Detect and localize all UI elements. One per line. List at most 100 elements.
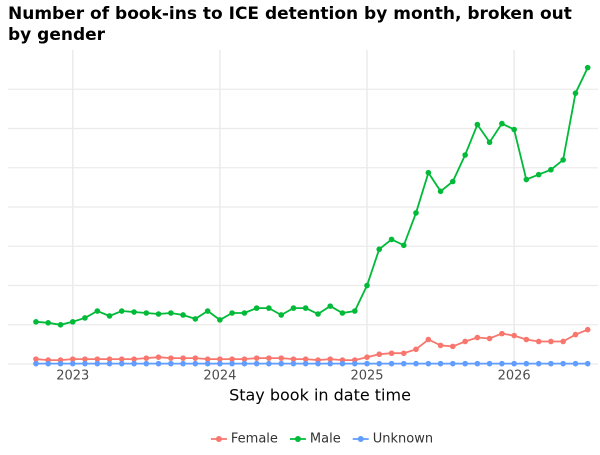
data-point	[400, 360, 407, 367]
data-point	[351, 360, 358, 367]
data-point	[584, 360, 591, 367]
data-point	[278, 360, 285, 367]
data-point	[302, 356, 309, 362]
data-point	[560, 360, 566, 367]
data-point	[241, 310, 248, 316]
data-point	[143, 355, 150, 361]
data-point	[229, 356, 235, 362]
data-point	[339, 310, 346, 316]
data-point	[449, 343, 456, 350]
x-tick-label: 2025	[350, 369, 383, 384]
data-point	[131, 356, 137, 362]
data-point	[217, 317, 223, 323]
data-point	[339, 360, 346, 367]
data-point	[413, 360, 419, 367]
data-point	[118, 356, 125, 362]
data-point	[364, 360, 370, 367]
legend-symbol	[215, 436, 222, 442]
data-point	[474, 121, 481, 128]
data-point	[499, 360, 505, 367]
data-point	[327, 360, 334, 367]
data-point	[535, 360, 542, 367]
data-point	[400, 350, 407, 357]
data-point	[143, 360, 150, 367]
data-point	[474, 360, 481, 367]
data-point	[131, 309, 137, 315]
data-point	[168, 360, 174, 367]
data-point	[118, 360, 125, 367]
data-point	[57, 321, 64, 328]
data-point	[266, 360, 272, 367]
data-point	[204, 360, 211, 367]
legend: Female Male Unknown	[210, 432, 433, 447]
data-point	[425, 360, 432, 367]
x-tick-label: 2026	[498, 369, 531, 384]
data-point	[192, 316, 199, 322]
data-point	[290, 356, 297, 362]
data-point	[535, 171, 542, 178]
data-point	[425, 336, 432, 343]
data-point	[523, 360, 530, 367]
data-point	[351, 308, 358, 314]
data-point	[192, 355, 199, 361]
data-point	[168, 355, 174, 361]
data-point	[69, 319, 76, 325]
data-point	[462, 360, 468, 367]
data-point	[45, 360, 51, 367]
data-point	[523, 176, 530, 183]
legend-label: Male	[310, 432, 341, 447]
data-point	[143, 310, 150, 316]
data-point	[155, 354, 162, 360]
data-point	[437, 342, 444, 349]
data-point	[82, 356, 88, 362]
data-point	[474, 334, 481, 341]
data-point	[535, 338, 542, 345]
x-tick-label: 2024	[203, 369, 236, 384]
legend-label: Unknown	[373, 432, 433, 447]
data-point	[241, 356, 248, 362]
data-point	[229, 360, 235, 367]
data-point	[57, 360, 64, 367]
data-point	[229, 310, 235, 316]
data-point	[94, 360, 101, 367]
data-point	[180, 312, 186, 318]
data-point	[388, 350, 395, 357]
data-point	[511, 332, 517, 339]
data-point	[364, 354, 370, 360]
data-point	[253, 305, 260, 311]
data-point	[400, 242, 407, 249]
data-point	[486, 360, 493, 367]
data-point	[278, 355, 285, 361]
data-point	[168, 310, 174, 316]
data-point	[548, 360, 554, 367]
data-point	[315, 360, 321, 367]
data-point	[511, 126, 517, 133]
data-point	[131, 360, 137, 367]
data-point	[253, 360, 260, 367]
data-point	[290, 305, 297, 311]
data-point	[290, 360, 297, 367]
data-point	[82, 315, 88, 321]
data-point	[253, 355, 260, 361]
data-point	[266, 305, 272, 311]
data-point	[69, 360, 76, 367]
data-point	[33, 360, 39, 367]
data-point	[94, 356, 101, 362]
data-point	[302, 305, 309, 311]
x-tick-label: 2023	[56, 369, 89, 384]
data-point	[155, 311, 162, 317]
data-point	[241, 360, 248, 367]
data-point	[560, 338, 566, 345]
data-point	[425, 169, 432, 176]
data-point	[486, 335, 493, 342]
data-point	[560, 157, 566, 163]
data-point	[376, 246, 383, 253]
data-point	[204, 308, 211, 314]
data-point	[548, 338, 554, 345]
data-point	[69, 356, 76, 362]
data-point	[413, 346, 419, 353]
data-point	[449, 360, 456, 367]
data-point	[204, 356, 211, 362]
